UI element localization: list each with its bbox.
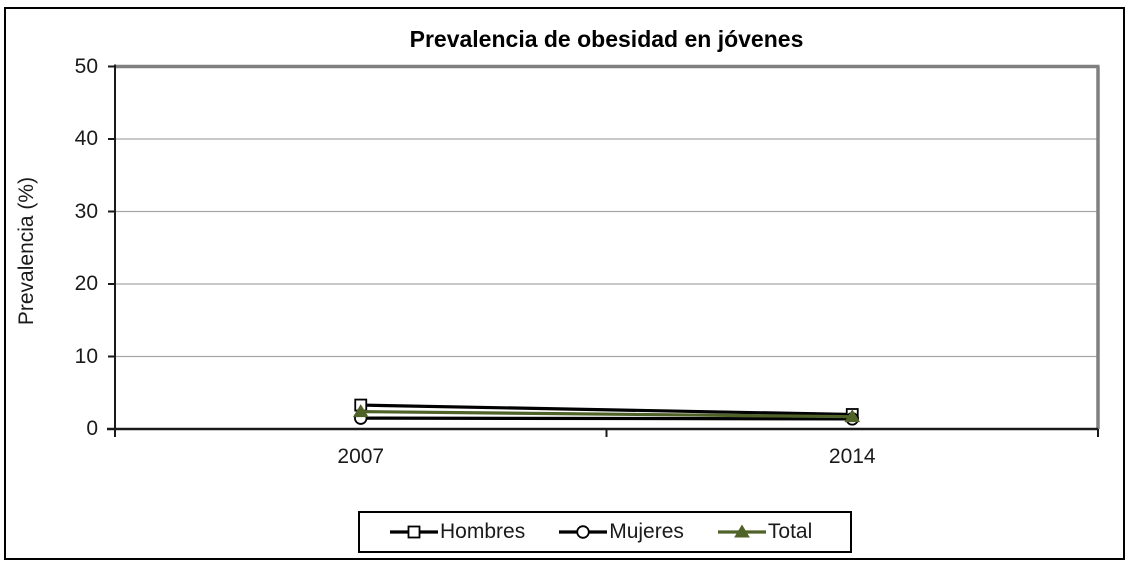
legend-label-hombres: Hombres [440, 520, 526, 543]
legend-marker-mujeres-circle-icon [559, 524, 608, 540]
x-tick-label: 2007 [337, 445, 385, 468]
y-tick-label: 50 [74, 54, 98, 78]
y-tick-label: 20 [74, 272, 98, 295]
legend-marker-hombres-square-icon [390, 524, 438, 540]
series-line-hombres [360, 403, 853, 417]
legend-entry-hombres: Hombres [390, 520, 525, 544]
series-line-mujeres [360, 416, 853, 421]
legend-entry-total: Total [717, 520, 813, 544]
y-tick-label: 10 [74, 344, 98, 368]
y-tick-label: 0 [86, 417, 98, 440]
chart-title: Prevalencia de obesidad en jóvenes [409, 26, 804, 52]
legend-label-mujeres: Mujeres [609, 520, 684, 543]
legend-entry-mujeres: Mujeres [559, 520, 684, 544]
y-tick-label: 30 [74, 199, 98, 223]
legend-label-total: Total [767, 520, 813, 543]
legend: Hombres Mujeres Total [358, 511, 852, 553]
x-tick-label: 2014 [828, 445, 876, 468]
legend-marker-total-triangle-icon [717, 524, 766, 540]
series-line-total [360, 410, 853, 419]
y-tick-label: 40 [74, 127, 98, 150]
